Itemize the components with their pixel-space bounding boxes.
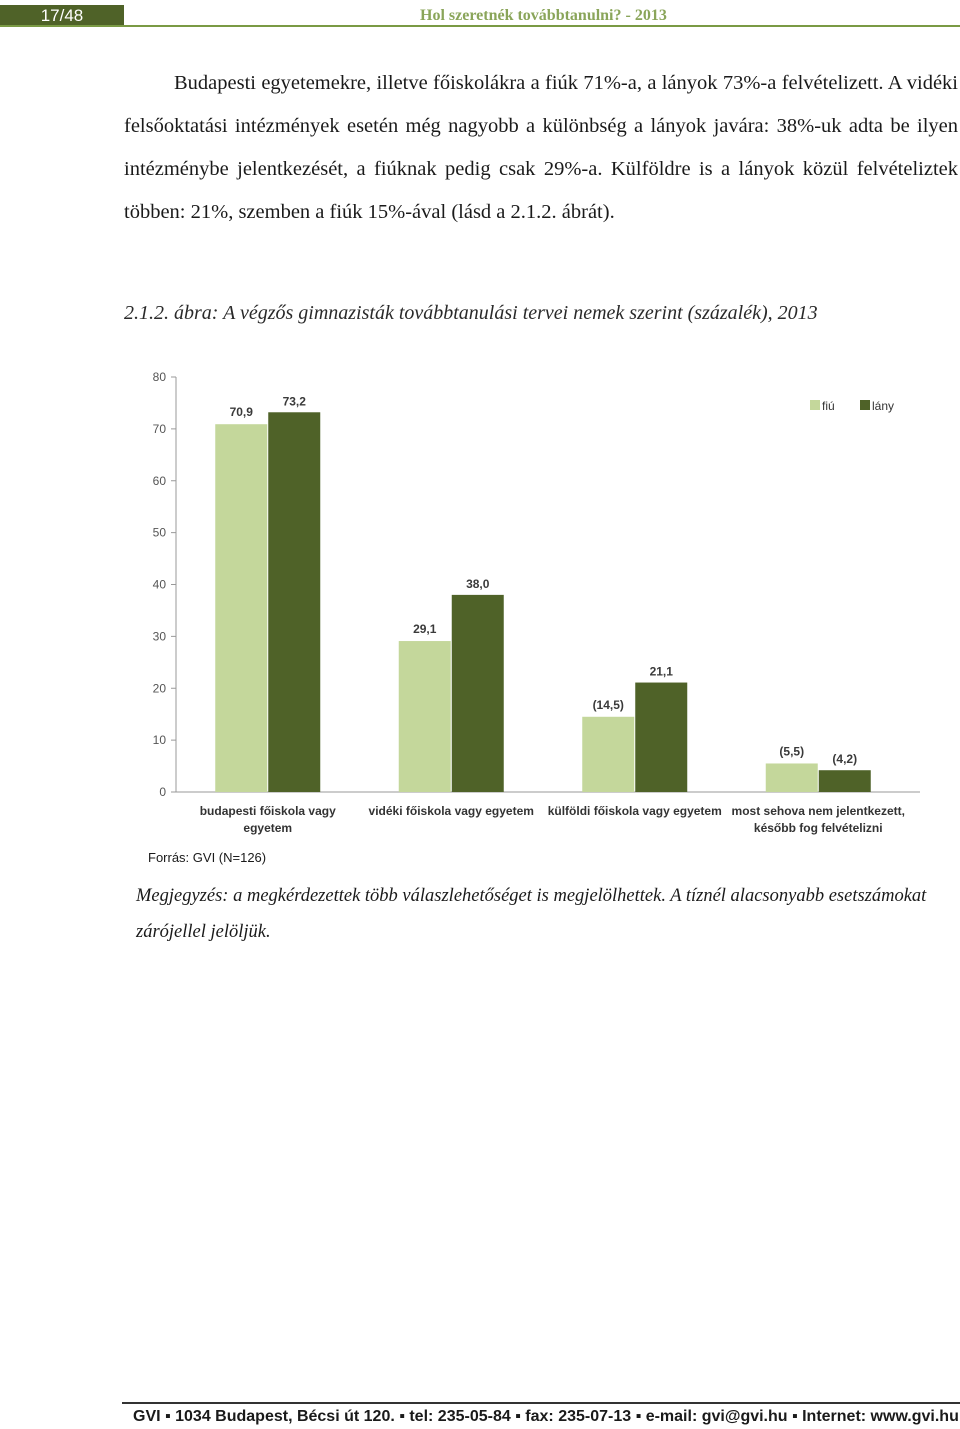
x-category-label: külföldi főiskola vagy egyetem <box>548 804 722 818</box>
y-tick-label: 10 <box>153 733 167 747</box>
y-tick-label: 60 <box>153 474 167 488</box>
source-note: Forrás: GVI (N=126) <box>148 850 267 865</box>
footnote: Megjegyzés: a megkérdezettek több válasz… <box>136 886 927 942</box>
x-category-label: egyetem <box>243 821 292 835</box>
x-category-label: most sehova nem jelentkezett, <box>732 804 905 818</box>
body-paragraph: Budapesti egyetemekre, illetve főiskolák… <box>124 72 958 223</box>
x-category-label: budapesti főiskola vagy <box>200 804 336 818</box>
footer-rule <box>122 1402 960 1404</box>
data-label: 29,1 <box>413 622 437 636</box>
page-number-badge: 17/48 <box>0 5 124 27</box>
data-label: 70,9 <box>230 405 254 419</box>
legend-label: fiú <box>822 399 835 413</box>
footer-contact: GVI ▪ 1034 Budapest, Bécsi út 120. ▪ tel… <box>133 1408 959 1425</box>
y-tick-label: 30 <box>153 629 167 643</box>
legend-swatch <box>860 400 870 410</box>
figure-caption: 2.1.2. ábra: A végzős gimnazisták tovább… <box>124 302 818 325</box>
x-category-label: később fog felvételizni <box>754 821 883 835</box>
y-tick-label: 40 <box>153 578 167 592</box>
y-tick-label: 50 <box>153 526 167 540</box>
bar <box>268 412 321 792</box>
running-title: Hol szeretnék továbbtanulni? - 2013 <box>420 7 667 24</box>
bar <box>215 424 268 792</box>
header-rule <box>0 25 960 27</box>
y-tick-label: 0 <box>159 785 166 799</box>
bar <box>635 682 688 792</box>
bar <box>451 594 504 792</box>
data-label: 73,2 <box>283 394 307 408</box>
legend-swatch <box>810 400 820 410</box>
y-tick-label: 20 <box>153 681 167 695</box>
legend-label: lány <box>872 399 894 413</box>
y-tick-label: 80 <box>153 370 167 384</box>
figure-number: 2.1.2. <box>124 302 169 324</box>
data-label: 38,0 <box>466 577 490 591</box>
y-tick-label: 70 <box>153 422 167 436</box>
data-label: (14,5) <box>593 698 624 712</box>
data-label: 21,1 <box>650 665 674 679</box>
data-label: (4,2) <box>832 752 857 766</box>
bar <box>398 641 451 792</box>
x-category-label: vidéki főiskola vagy egyetem <box>369 804 534 818</box>
figure-title: ábra: A végzős gimnazisták továbbtanulás… <box>174 302 818 324</box>
bar <box>818 770 871 792</box>
data-label: (5,5) <box>779 744 804 758</box>
bar-chart: 0 10 20 30 40 50 60 70 80 70,9 73,2 budapesti főisk… <box>153 370 920 835</box>
bar <box>582 716 635 792</box>
bar <box>765 763 818 792</box>
